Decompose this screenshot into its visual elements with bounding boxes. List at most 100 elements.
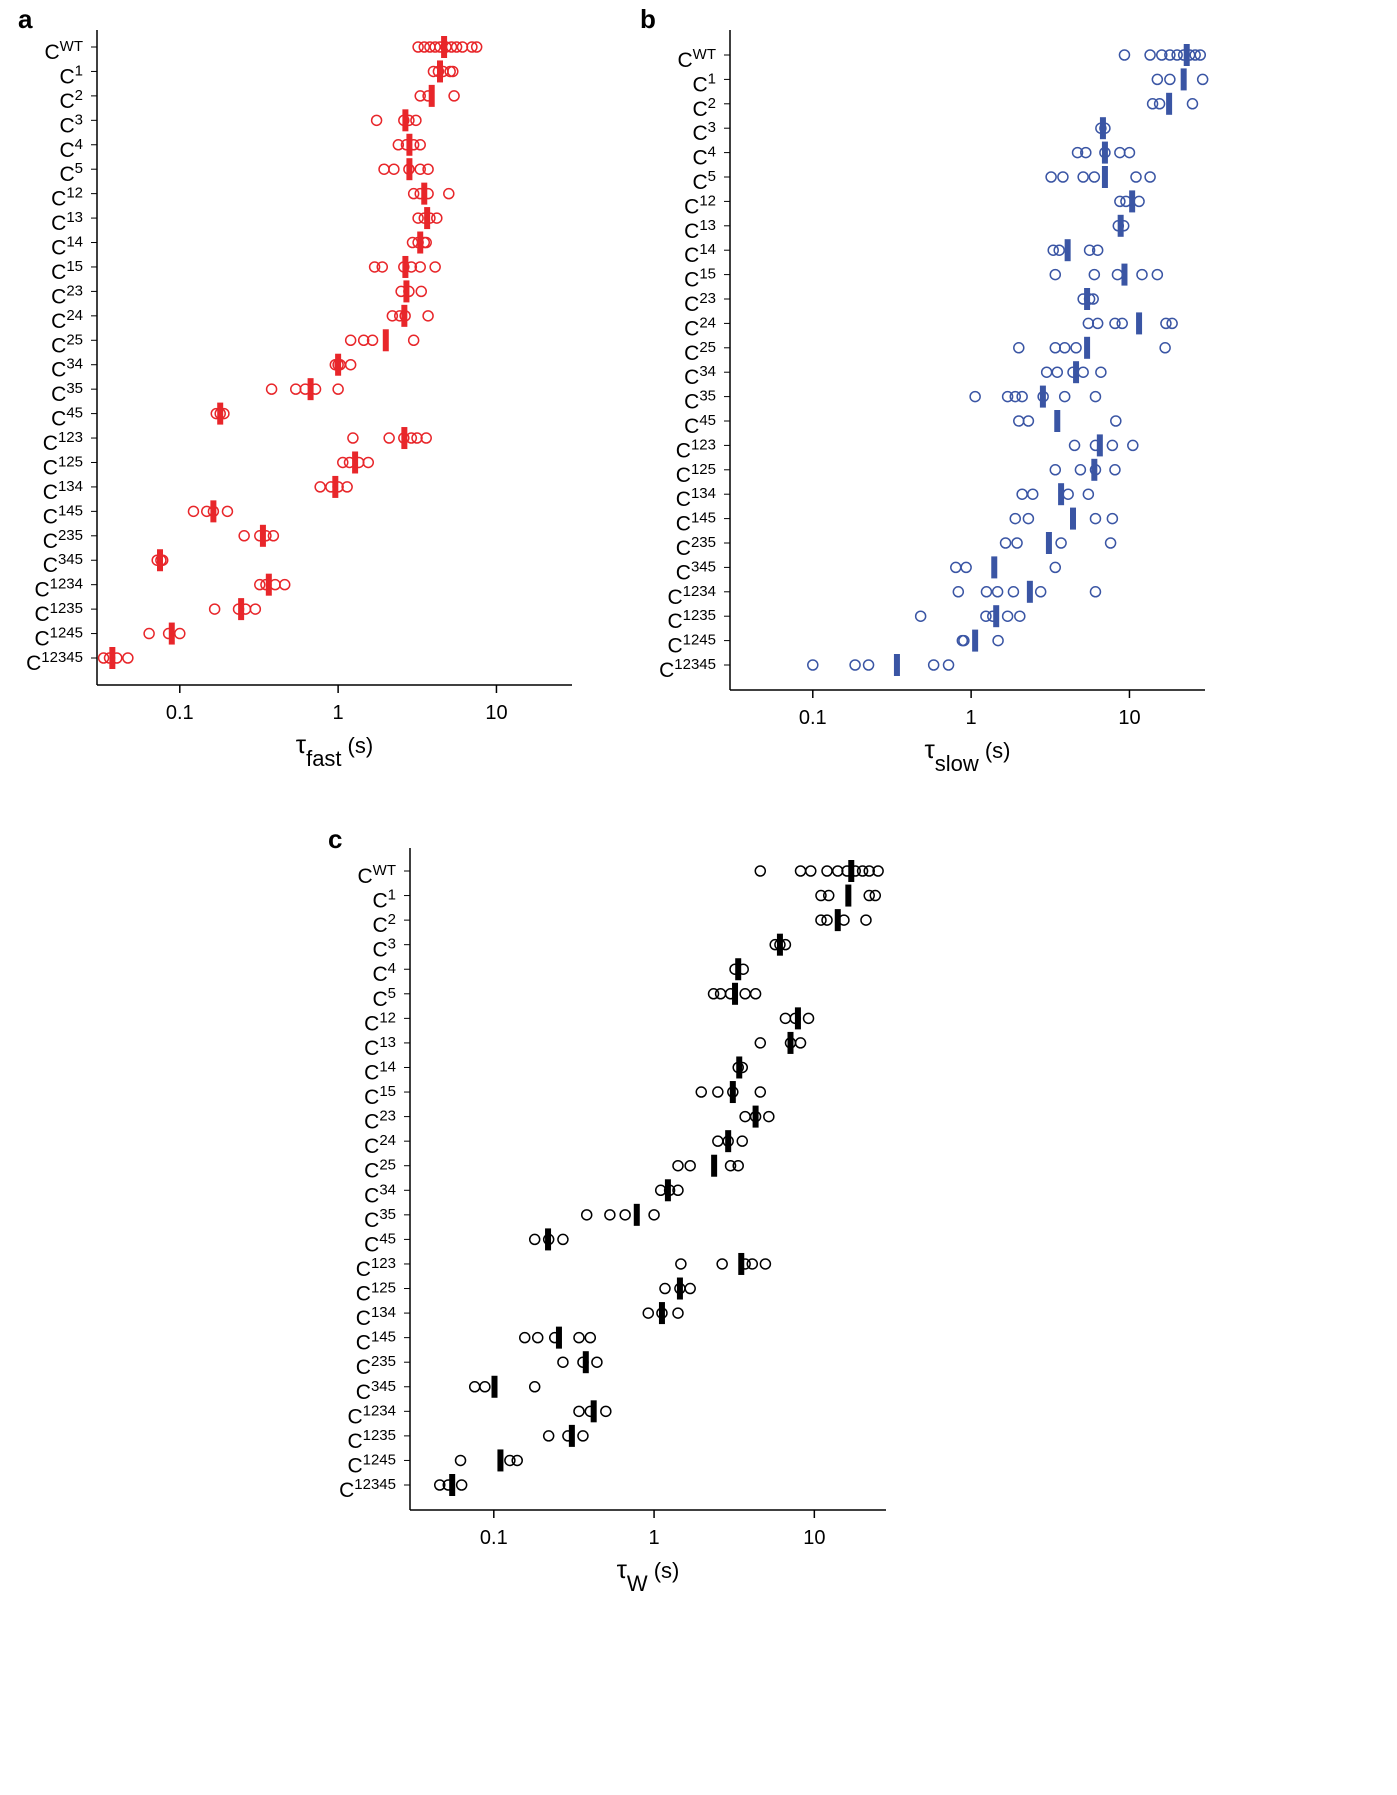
category-base: C <box>684 195 699 218</box>
mean-marker <box>491 1375 498 1398</box>
mean-marker <box>428 84 435 107</box>
data-point <box>1014 610 1026 622</box>
data-point <box>1049 342 1062 354</box>
data-point <box>1009 390 1022 403</box>
category-label: C14 <box>51 233 83 260</box>
data-point <box>642 1307 655 1319</box>
data-point <box>732 1159 744 1172</box>
category-base: C <box>364 1184 379 1207</box>
category-sup: 14 <box>379 1058 396 1075</box>
category-sup: 25 <box>379 1156 396 1173</box>
category-sup: 12 <box>379 1009 396 1026</box>
category-label: C13 <box>364 1033 396 1060</box>
data-point <box>958 634 970 647</box>
category-sup: 1245 <box>683 631 716 648</box>
category-base: C <box>356 1356 371 1379</box>
mean-marker <box>1166 92 1173 115</box>
category-sup: 3 <box>75 111 83 128</box>
data-point <box>97 652 110 664</box>
mean-marker <box>676 1277 683 1300</box>
x-label-sub: fast <box>306 746 341 771</box>
x-tick-label: 0.1 <box>480 1527 508 1549</box>
category-base: C <box>43 505 58 528</box>
mean-marker <box>893 654 900 676</box>
category-label: C4 <box>692 143 716 170</box>
data-point <box>815 889 827 902</box>
data-point <box>1049 561 1062 574</box>
data-point <box>872 865 884 877</box>
category-base: C <box>684 342 699 365</box>
category-label: C45 <box>51 404 83 431</box>
data-point <box>429 261 441 273</box>
category-label: C123 <box>676 436 716 463</box>
category-label: C25 <box>51 331 83 358</box>
category-base: C <box>43 554 58 577</box>
data-point <box>1186 98 1199 110</box>
category-sup: 12 <box>699 192 716 209</box>
data-point <box>1151 73 1164 86</box>
data-point <box>1164 49 1176 61</box>
x-tick-label: 10 <box>485 702 507 724</box>
category-sup: 12345 <box>41 649 83 666</box>
data-point <box>1026 488 1039 500</box>
data-point <box>557 1233 569 1246</box>
data-point <box>434 1479 446 1491</box>
mean-marker <box>848 860 855 882</box>
x-tick-label: 1 <box>966 707 977 729</box>
data-point <box>265 383 278 395</box>
data-point <box>1013 415 1025 427</box>
category-sup: 15 <box>66 257 83 274</box>
category-label: C345 <box>43 551 83 578</box>
data-point <box>863 889 875 902</box>
data-point <box>1159 342 1171 354</box>
data-point <box>980 610 992 622</box>
data-point <box>386 310 399 322</box>
category-base: C <box>59 114 74 137</box>
panel-label: b <box>640 4 656 34</box>
data-point <box>1011 537 1023 549</box>
data-point <box>278 578 291 591</box>
category-label: C235 <box>356 1353 396 1380</box>
data-point <box>479 1381 491 1393</box>
mean-marker <box>1039 385 1046 408</box>
data-point <box>860 914 872 926</box>
category-sup: 2 <box>75 86 83 103</box>
category-base: C <box>51 310 66 333</box>
data-point <box>1144 171 1156 183</box>
mean-marker <box>417 231 424 254</box>
data-point <box>584 1331 597 1344</box>
category-base: C <box>43 530 58 553</box>
category-sup: 235 <box>371 1353 396 1370</box>
mean-marker <box>1091 458 1098 481</box>
category-base: C <box>339 1479 354 1502</box>
mean-marker <box>729 1081 736 1104</box>
data-point <box>684 1159 696 1172</box>
category-sup: 134 <box>691 485 716 502</box>
mean-marker <box>1096 434 1103 457</box>
data-point <box>341 481 353 493</box>
category-base: C <box>347 1454 362 1477</box>
category-sup: 25 <box>66 331 83 348</box>
x-tick-label: 1 <box>333 702 344 724</box>
data-point <box>695 1086 708 1098</box>
data-point <box>1104 537 1117 549</box>
category-base: C <box>356 1283 371 1306</box>
mean-marker <box>449 1474 456 1496</box>
category-label: C35 <box>364 1205 396 1232</box>
category-sup: 125 <box>371 1279 396 1296</box>
data-point <box>1160 317 1172 330</box>
mean-marker <box>1064 239 1071 262</box>
data-point <box>412 41 424 53</box>
data-point <box>1110 415 1122 427</box>
category-sup: 12345 <box>674 656 716 673</box>
data-point <box>447 65 459 78</box>
category-label: C23 <box>51 282 83 309</box>
category-label: C34 <box>684 363 716 390</box>
data-point <box>712 1086 724 1098</box>
category-label: C145 <box>356 1328 396 1355</box>
data-point <box>1089 512 1102 525</box>
mean-marker <box>776 933 783 956</box>
data-point <box>542 1430 555 1442</box>
category-base: C <box>372 914 387 937</box>
